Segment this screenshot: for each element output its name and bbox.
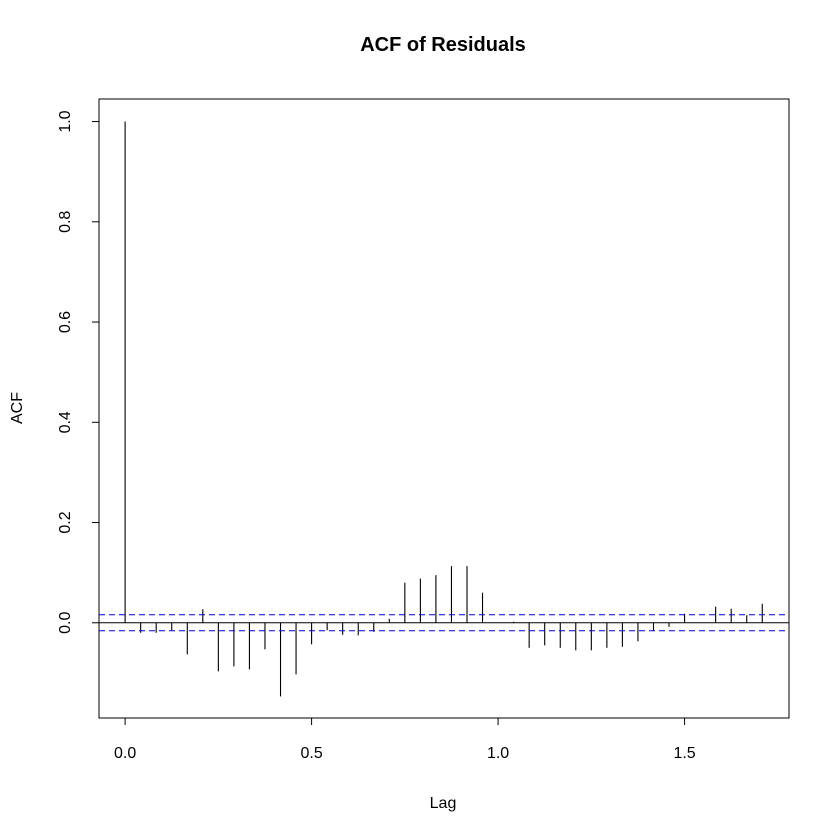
y-axis-label: ACF (9, 392, 26, 424)
chart-title: ACF of Residuals (360, 34, 526, 56)
y-tick-label: 0.6 (57, 311, 74, 333)
reference-lines (99, 614, 789, 632)
x-tick-label: 0.5 (300, 745, 322, 762)
x-axis-label: Lag (430, 795, 457, 812)
y-tick-label: 0.0 (57, 612, 74, 634)
y-axis: 0.0 0.2 0.4 0.6 0.8 1.0 (57, 110, 100, 634)
x-tick-label: 0.0 (114, 745, 136, 762)
y-tick-label: 0.8 (57, 211, 74, 233)
x-tick-label: 1.5 (673, 745, 695, 762)
acf-bars (124, 121, 763, 697)
y-tick-label: 0.2 (57, 511, 74, 533)
x-tick-label: 1.0 (487, 745, 509, 762)
plot-frame (98, 98, 790, 719)
x-axis: 0.0 0.5 1.0 1.5 (114, 717, 696, 762)
y-tick-label: 0.4 (57, 411, 74, 433)
y-tick-label: 1.0 (57, 110, 74, 132)
